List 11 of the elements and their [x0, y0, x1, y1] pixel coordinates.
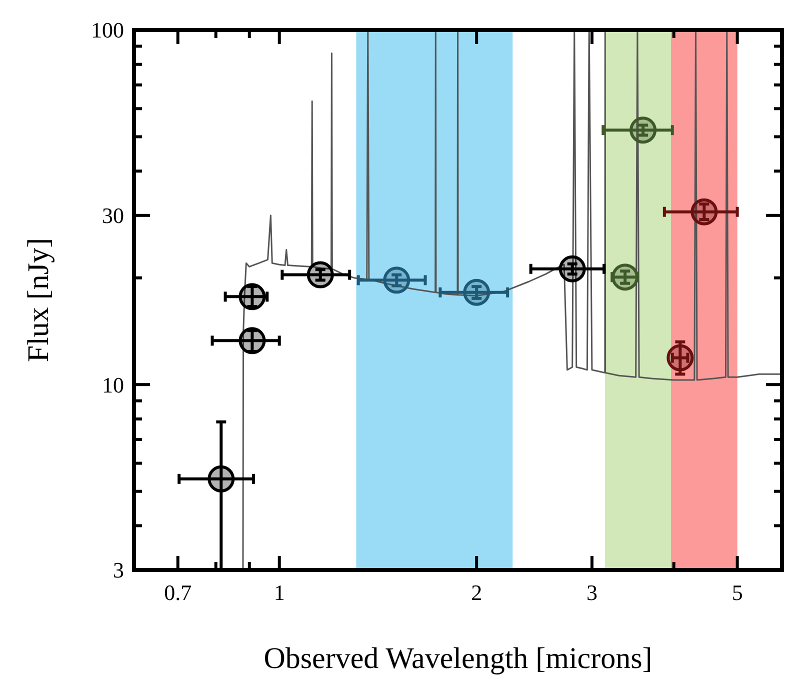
y-tick-label: 30	[102, 203, 124, 228]
x-tick-label: 2	[471, 580, 482, 605]
x-tick-label: 5	[732, 580, 743, 605]
x-axis-title: Observed Wavelength [microns]	[264, 642, 652, 675]
y-axis-title: Flux [nJy]	[22, 238, 55, 362]
y-tick-label: 3	[113, 558, 124, 583]
y-tick-label: 100	[91, 18, 124, 43]
x-tick-label: 0.7	[164, 580, 192, 605]
x-tick-label: 1	[274, 580, 285, 605]
x-tick-label: 3	[586, 580, 598, 605]
y-tick-label: 10	[102, 372, 124, 398]
